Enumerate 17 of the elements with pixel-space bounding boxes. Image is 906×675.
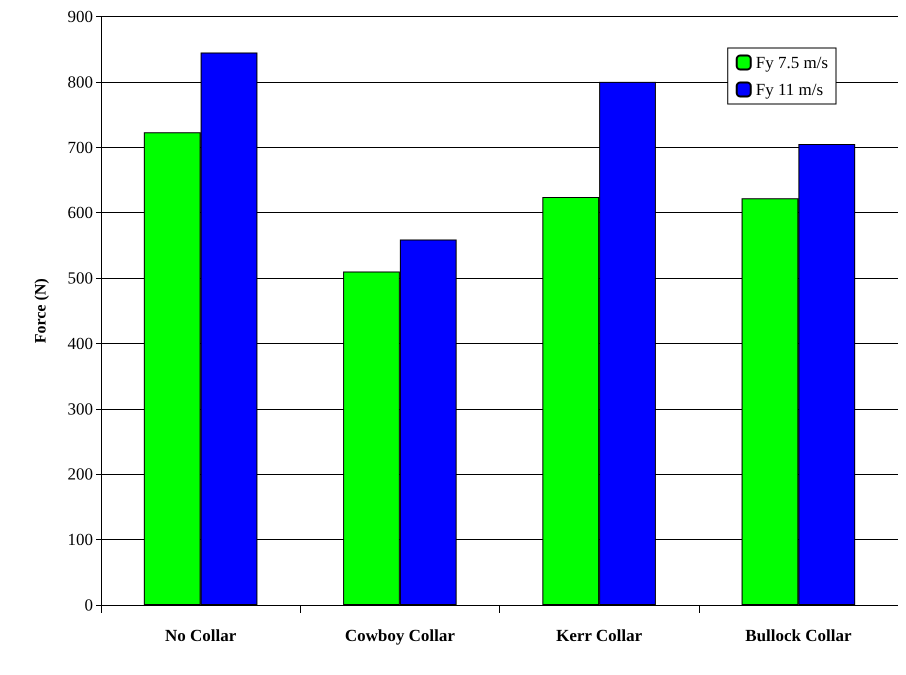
y-tick-label: 400 xyxy=(68,334,93,353)
y-tick-label: 300 xyxy=(68,399,93,418)
y-tick-label: 600 xyxy=(68,203,93,222)
legend-label: Fy 11 m/s xyxy=(756,80,824,99)
x-tick-label: Bullock Collar xyxy=(745,626,852,645)
x-tick-label: Kerr Collar xyxy=(556,626,643,645)
y-tick-label: 900 xyxy=(68,7,93,26)
y-tick-label: 200 xyxy=(68,464,93,484)
legend-label: Fy 7.5 m/s xyxy=(756,53,828,72)
y-tick-label: 800 xyxy=(68,72,93,92)
x-tick-label: No Collar xyxy=(164,626,237,645)
y-tick-label: 500 xyxy=(68,268,93,288)
y-axis-title: Force (N) xyxy=(32,278,50,344)
y-tick-label: 0 xyxy=(84,596,93,614)
x-tick-label: Cowboy Collar xyxy=(344,626,456,645)
y-tick-label: 700 xyxy=(68,138,93,157)
y-tick-label: 100 xyxy=(68,530,93,550)
